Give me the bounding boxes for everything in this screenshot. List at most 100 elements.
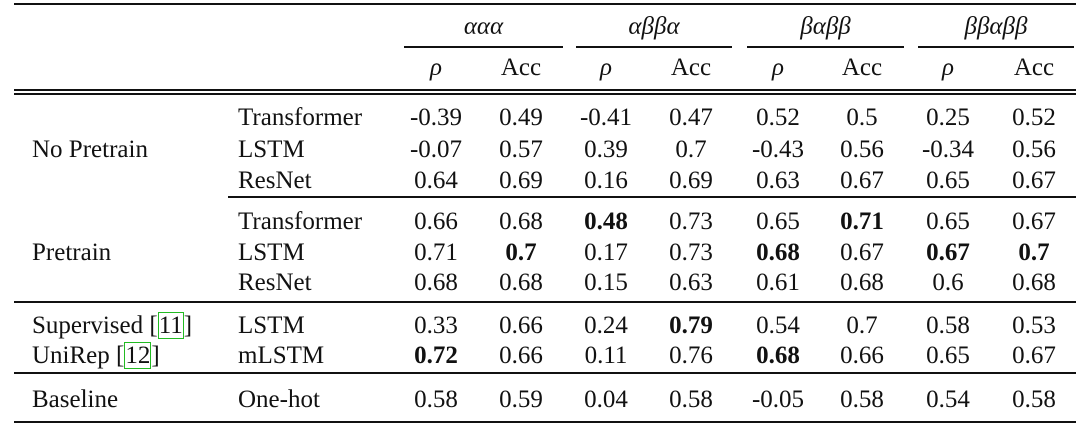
table-cell: 0.73 — [669, 208, 713, 235]
model-name: ResNet — [238, 269, 312, 296]
table-cell: 0.16 — [584, 167, 628, 194]
table-cell: 0.54 — [756, 312, 800, 339]
table-cell: 0.47 — [669, 104, 713, 131]
table-cell: 0.61 — [756, 269, 800, 296]
table-cell: 0.58 — [414, 386, 458, 413]
table-cell: -0.43 — [751, 136, 805, 163]
table-cell: 0.69 — [499, 167, 543, 194]
model-name: LSTM — [238, 312, 305, 339]
top-rule — [14, 3, 1076, 5]
acc-header: Acc — [841, 54, 883, 81]
table-cell: 0.68 — [414, 269, 458, 296]
table-cell: 0.11 — [584, 342, 628, 369]
table-cell: 0.5 — [846, 104, 878, 131]
table-cell: 0.59 — [499, 386, 543, 413]
group-rule-1 — [404, 46, 563, 48]
table-cell: 0.66 — [499, 312, 543, 339]
model-name: Transformer — [238, 208, 363, 235]
table-cell: 0.67 — [840, 167, 884, 194]
acc-header: Acc — [1013, 54, 1055, 81]
table-cell: 0.53 — [1012, 312, 1056, 339]
table-cell: 0.58 — [669, 386, 713, 413]
table-cell: 0.65 — [756, 208, 800, 235]
method-name: Supervised — [32, 312, 150, 339]
table-cell: 0.64 — [414, 167, 458, 194]
acc-header: Acc — [500, 54, 542, 81]
table-cell: 0.66 — [840, 342, 884, 369]
table-cell: 0.68 — [840, 269, 884, 296]
table-cell: -0.05 — [751, 386, 805, 413]
table-cell: 0.68 — [499, 208, 543, 235]
table-cell: 0.63 — [669, 269, 713, 296]
table-cell: 0.71 — [414, 239, 458, 266]
table-cell: 0.25 — [926, 104, 970, 131]
table-cell: 0.24 — [584, 312, 628, 339]
group-header-1: ααα — [463, 13, 504, 40]
table-cell: 0.65 — [926, 342, 970, 369]
table-cell: -0.41 — [579, 104, 633, 131]
model-name: ResNet — [238, 167, 312, 194]
model-name: Transformer — [238, 104, 363, 131]
bottom-rule — [14, 421, 1076, 423]
model-name: mLSTM — [238, 342, 325, 369]
table-cell: 0.67 — [926, 239, 970, 266]
rho-header: ρ — [600, 54, 612, 81]
table-cell: 0.04 — [584, 386, 628, 413]
table-cell: 0.79 — [669, 312, 713, 339]
citation-link[interactable]: 11 — [157, 312, 184, 339]
table-cell: 0.68 — [756, 342, 800, 369]
table-cell: 0.72 — [414, 342, 458, 369]
table-cell: 0.63 — [756, 167, 800, 194]
table-cell: 0.39 — [584, 136, 628, 163]
header-rule-1 — [14, 89, 1076, 91]
table-cell: 0.65 — [926, 167, 970, 194]
group-header-3: βαββ — [800, 13, 851, 40]
section-label: No Pretrain — [32, 136, 148, 163]
table-cell: 0.7 — [505, 239, 537, 266]
table-cell: 0.17 — [584, 239, 628, 266]
header-rule-2 — [14, 93, 1076, 95]
table-cell: 0.7 — [846, 312, 878, 339]
table-cell: 0.52 — [756, 104, 800, 131]
table-cell: 0.7 — [675, 136, 707, 163]
model-name: LSTM — [238, 136, 305, 163]
method-name: UniRep — [32, 342, 117, 369]
section-rule-3 — [14, 372, 1076, 374]
table-cell: 0.66 — [499, 342, 543, 369]
table-cell: 0.68 — [1012, 269, 1056, 296]
model-name: One-hot — [238, 386, 320, 413]
method-label: Supervised [11] — [32, 312, 193, 339]
table-cell: 0.54 — [926, 386, 970, 413]
group-rule-2 — [576, 46, 732, 48]
table-cell: 0.15 — [584, 269, 628, 296]
table-cell: 0.56 — [1012, 136, 1056, 163]
rho-header: ρ — [430, 54, 442, 81]
table-cell: 0.67 — [1012, 167, 1056, 194]
table-cell: 0.68 — [499, 269, 543, 296]
group-rule-3 — [747, 46, 904, 48]
table-cell: 0.71 — [840, 208, 884, 235]
table-cell: 0.48 — [584, 208, 628, 235]
group-header-2: αββα — [628, 13, 680, 40]
citation-link[interactable]: 12 — [124, 342, 152, 369]
table-cell: 0.68 — [756, 239, 800, 266]
group-header-4: ββαββ — [964, 13, 1028, 40]
table-cell: 0.56 — [840, 136, 884, 163]
table-cell: 0.67 — [1012, 208, 1056, 235]
table-cell: 0.66 — [414, 208, 458, 235]
table-cell: 0.73 — [669, 239, 713, 266]
section-label: Baseline — [32, 386, 119, 413]
table-cell: 0.58 — [840, 386, 884, 413]
table-cell: 0.6 — [932, 269, 964, 296]
table-cell: -0.39 — [409, 104, 463, 131]
table-cell: 0.65 — [926, 208, 970, 235]
rho-header: ρ — [772, 54, 784, 81]
section-label: Pretrain — [32, 239, 112, 266]
group-rule-4 — [918, 46, 1074, 48]
rho-header: ρ — [942, 54, 954, 81]
table-cell: 0.69 — [669, 167, 713, 194]
table-cell: -0.07 — [409, 136, 463, 163]
table-cell: 0.58 — [926, 312, 970, 339]
table-cell: 0.67 — [1012, 342, 1056, 369]
